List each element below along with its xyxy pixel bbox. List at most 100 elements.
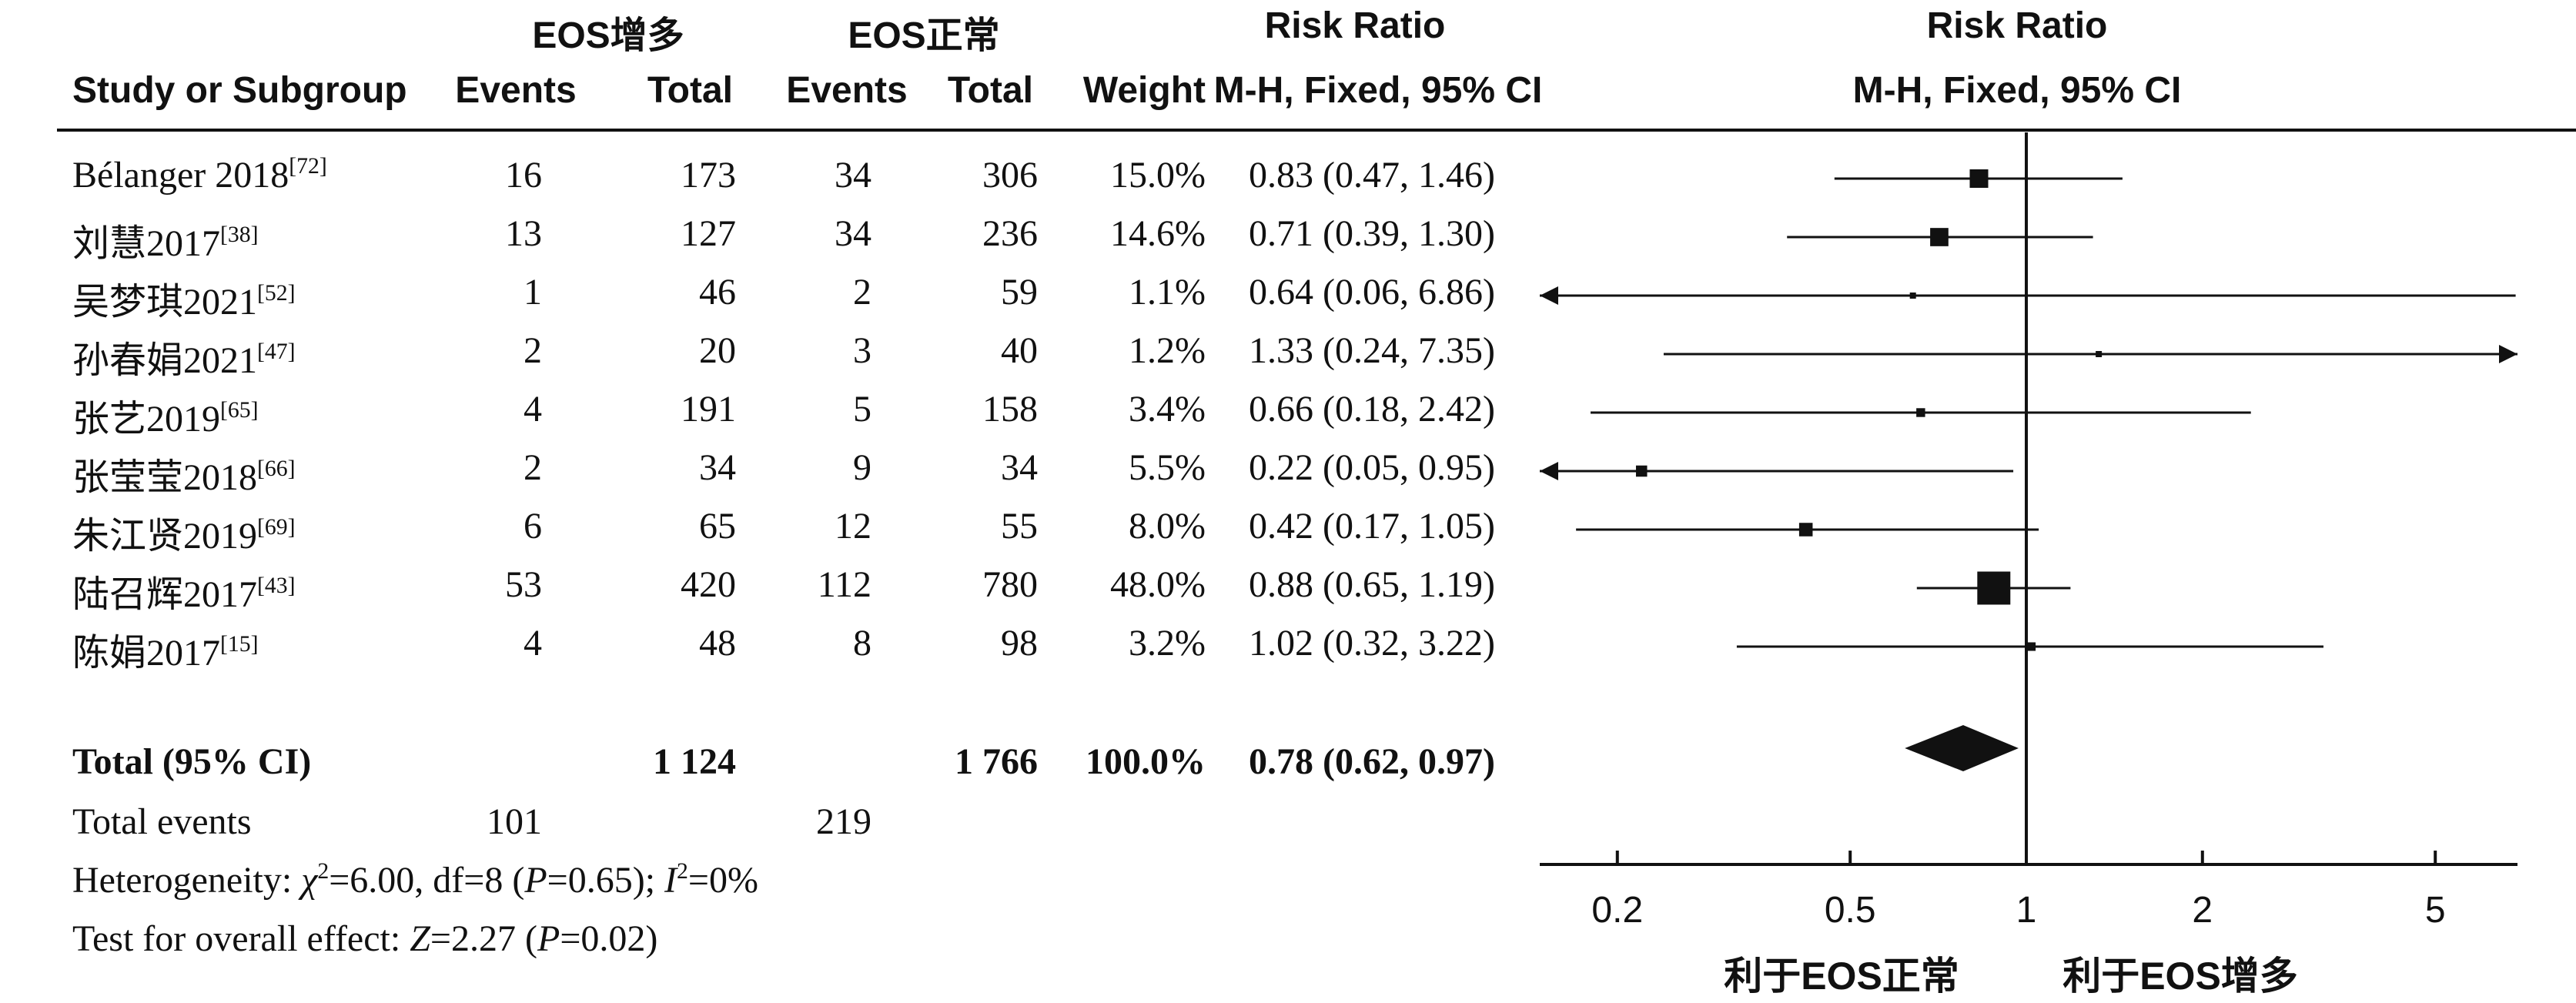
weight-cell: 1.2% xyxy=(1129,330,1206,371)
events1-cell: 16 xyxy=(505,155,542,196)
weight-cell: 15.0% xyxy=(1110,155,1206,196)
study-reference: [65] xyxy=(220,397,259,423)
x-axis-tick-label: 5 xyxy=(2425,890,2446,931)
study-reference: [66] xyxy=(257,456,296,482)
events1-cell: 2 xyxy=(524,447,542,488)
events2-cell: 112 xyxy=(817,564,871,605)
study-reference: [69] xyxy=(257,514,296,540)
total-label: Total (95% CI) xyxy=(72,741,312,782)
study-point xyxy=(1930,228,1949,246)
ci-arrow-left xyxy=(1540,462,1558,480)
study-point xyxy=(2096,351,2103,357)
total-total1: 1 124 xyxy=(653,741,736,782)
group2-header: EOS正常 xyxy=(848,15,1000,56)
events2-cell: 8 xyxy=(853,623,871,664)
ci-cell: 1.02 (0.32, 3.22) xyxy=(1249,623,1495,664)
total2-cell: 55 xyxy=(1001,506,1038,547)
study-name: 刘慧2017[38] xyxy=(72,212,259,266)
weight-cell: 1.1% xyxy=(1129,272,1206,313)
header-rule xyxy=(57,129,2576,132)
events2-column-header: Events xyxy=(786,70,908,111)
study-name: 朱江贤2019[69] xyxy=(72,505,296,559)
events1-cell: 13 xyxy=(505,213,542,254)
total2-cell: 158 xyxy=(982,389,1038,430)
ci-cell: 0.42 (0.17, 1.05) xyxy=(1249,506,1495,547)
weight-cell: 48.0% xyxy=(1110,564,1206,605)
total-events-label: Total events xyxy=(72,801,252,842)
total2-cell: 236 xyxy=(982,213,1038,254)
study-name-text: 陈娟2017 xyxy=(72,633,221,674)
study-name-text: 张莹莹2018 xyxy=(72,457,258,498)
total1-cell: 173 xyxy=(681,155,736,196)
group1-header: EOS增多 xyxy=(532,15,684,56)
study-reference: [38] xyxy=(220,222,259,248)
events2-cell: 3 xyxy=(853,330,871,371)
total-weight: 100.0% xyxy=(1086,741,1206,782)
events2-cell: 34 xyxy=(835,155,871,196)
ci-cell: 0.66 (0.18, 2.42) xyxy=(1249,389,1495,430)
total2-cell: 34 xyxy=(1001,447,1038,488)
risk-ratio-header-left: Risk Ratio xyxy=(1264,5,1446,46)
favours-right-label: 利于EOS增多 xyxy=(2062,955,2298,998)
x-axis-tick-label: 0.5 xyxy=(1825,890,1876,931)
study-name-text: 孙春娟2021 xyxy=(72,340,258,381)
events2-cell: 2 xyxy=(853,272,871,313)
events2-cell: 9 xyxy=(853,447,871,488)
study-name: 陆召辉2017[43] xyxy=(72,563,296,617)
study-name-text: 吴梦琪2021 xyxy=(72,282,258,323)
x-axis-tick-label: 1 xyxy=(2016,890,2037,931)
total2-cell: 59 xyxy=(1001,272,1038,313)
study-name-text: 朱江贤2019 xyxy=(72,516,258,557)
ci-cell: 0.88 (0.65, 1.19) xyxy=(1249,564,1495,605)
total1-cell: 20 xyxy=(699,330,736,371)
total-events-2: 219 xyxy=(816,801,871,842)
pooled-diamond xyxy=(1905,725,2019,771)
study-column-header: Study or Subgroup xyxy=(72,70,407,111)
favours-left-label: 利于EOS正常 xyxy=(1724,955,1959,998)
study-name-text: 陆召辉2017 xyxy=(72,574,258,615)
total2-column-header: Total xyxy=(947,70,1033,111)
weight-column-header: Weight xyxy=(1082,70,1206,111)
method-column-header-right: M-H, Fixed, 95% CI xyxy=(1852,70,2182,111)
study-point xyxy=(1909,293,1916,299)
weight-cell: 14.6% xyxy=(1110,213,1206,254)
x-axis-tick-label: 2 xyxy=(2192,890,2213,931)
study-name-text: 刘慧2017 xyxy=(72,223,221,264)
study-name: 孙春娟2021[47] xyxy=(72,329,296,383)
study-reference: [15] xyxy=(220,631,259,657)
total1-cell: 65 xyxy=(699,506,736,547)
study-name: Bélanger 2018[72] xyxy=(72,153,327,196)
study-point xyxy=(1635,465,1648,477)
total-total2: 1 766 xyxy=(955,741,1038,782)
study-point xyxy=(1798,523,1813,537)
heterogeneity-line: Heterogeneity: χ2=6.00, df=8 (P=0.65); I… xyxy=(72,858,758,901)
method-column-header: M-H, Fixed, 95% CI xyxy=(1213,70,1543,111)
ci-cell: 0.71 (0.39, 1.30) xyxy=(1249,213,1495,254)
study-name-text: 张艺2019 xyxy=(72,399,221,440)
study-reference: [72] xyxy=(289,153,327,179)
total2-cell: 98 xyxy=(1001,623,1038,664)
total1-cell: 34 xyxy=(699,447,736,488)
study-point xyxy=(1977,571,2011,605)
events1-cell: 4 xyxy=(524,389,542,430)
events1-cell: 4 xyxy=(524,623,542,664)
study-reference: [52] xyxy=(257,280,296,306)
study-reference: [47] xyxy=(257,339,296,365)
events2-cell: 34 xyxy=(835,213,871,254)
study-name: 张莹莹2018[66] xyxy=(72,446,296,500)
total1-cell: 191 xyxy=(681,389,736,430)
ci-cell: 0.83 (0.47, 1.46) xyxy=(1249,155,1495,196)
total2-cell: 40 xyxy=(1001,330,1038,371)
study-point xyxy=(2026,642,2036,651)
events1-cell: 2 xyxy=(524,330,542,371)
ci-cell: 0.22 (0.05, 0.95) xyxy=(1249,447,1495,488)
study-name: 吴梦琪2021[52] xyxy=(72,271,296,325)
risk-ratio-header-right: Risk Ratio xyxy=(1926,5,2108,46)
study-name: 陈娟2017[15] xyxy=(72,622,259,676)
events1-cell: 1 xyxy=(524,272,542,313)
weight-cell: 8.0% xyxy=(1129,506,1206,547)
events2-cell: 12 xyxy=(835,506,871,547)
events1-column-header: Events xyxy=(455,70,577,111)
ci-arrow-left xyxy=(1540,286,1558,305)
